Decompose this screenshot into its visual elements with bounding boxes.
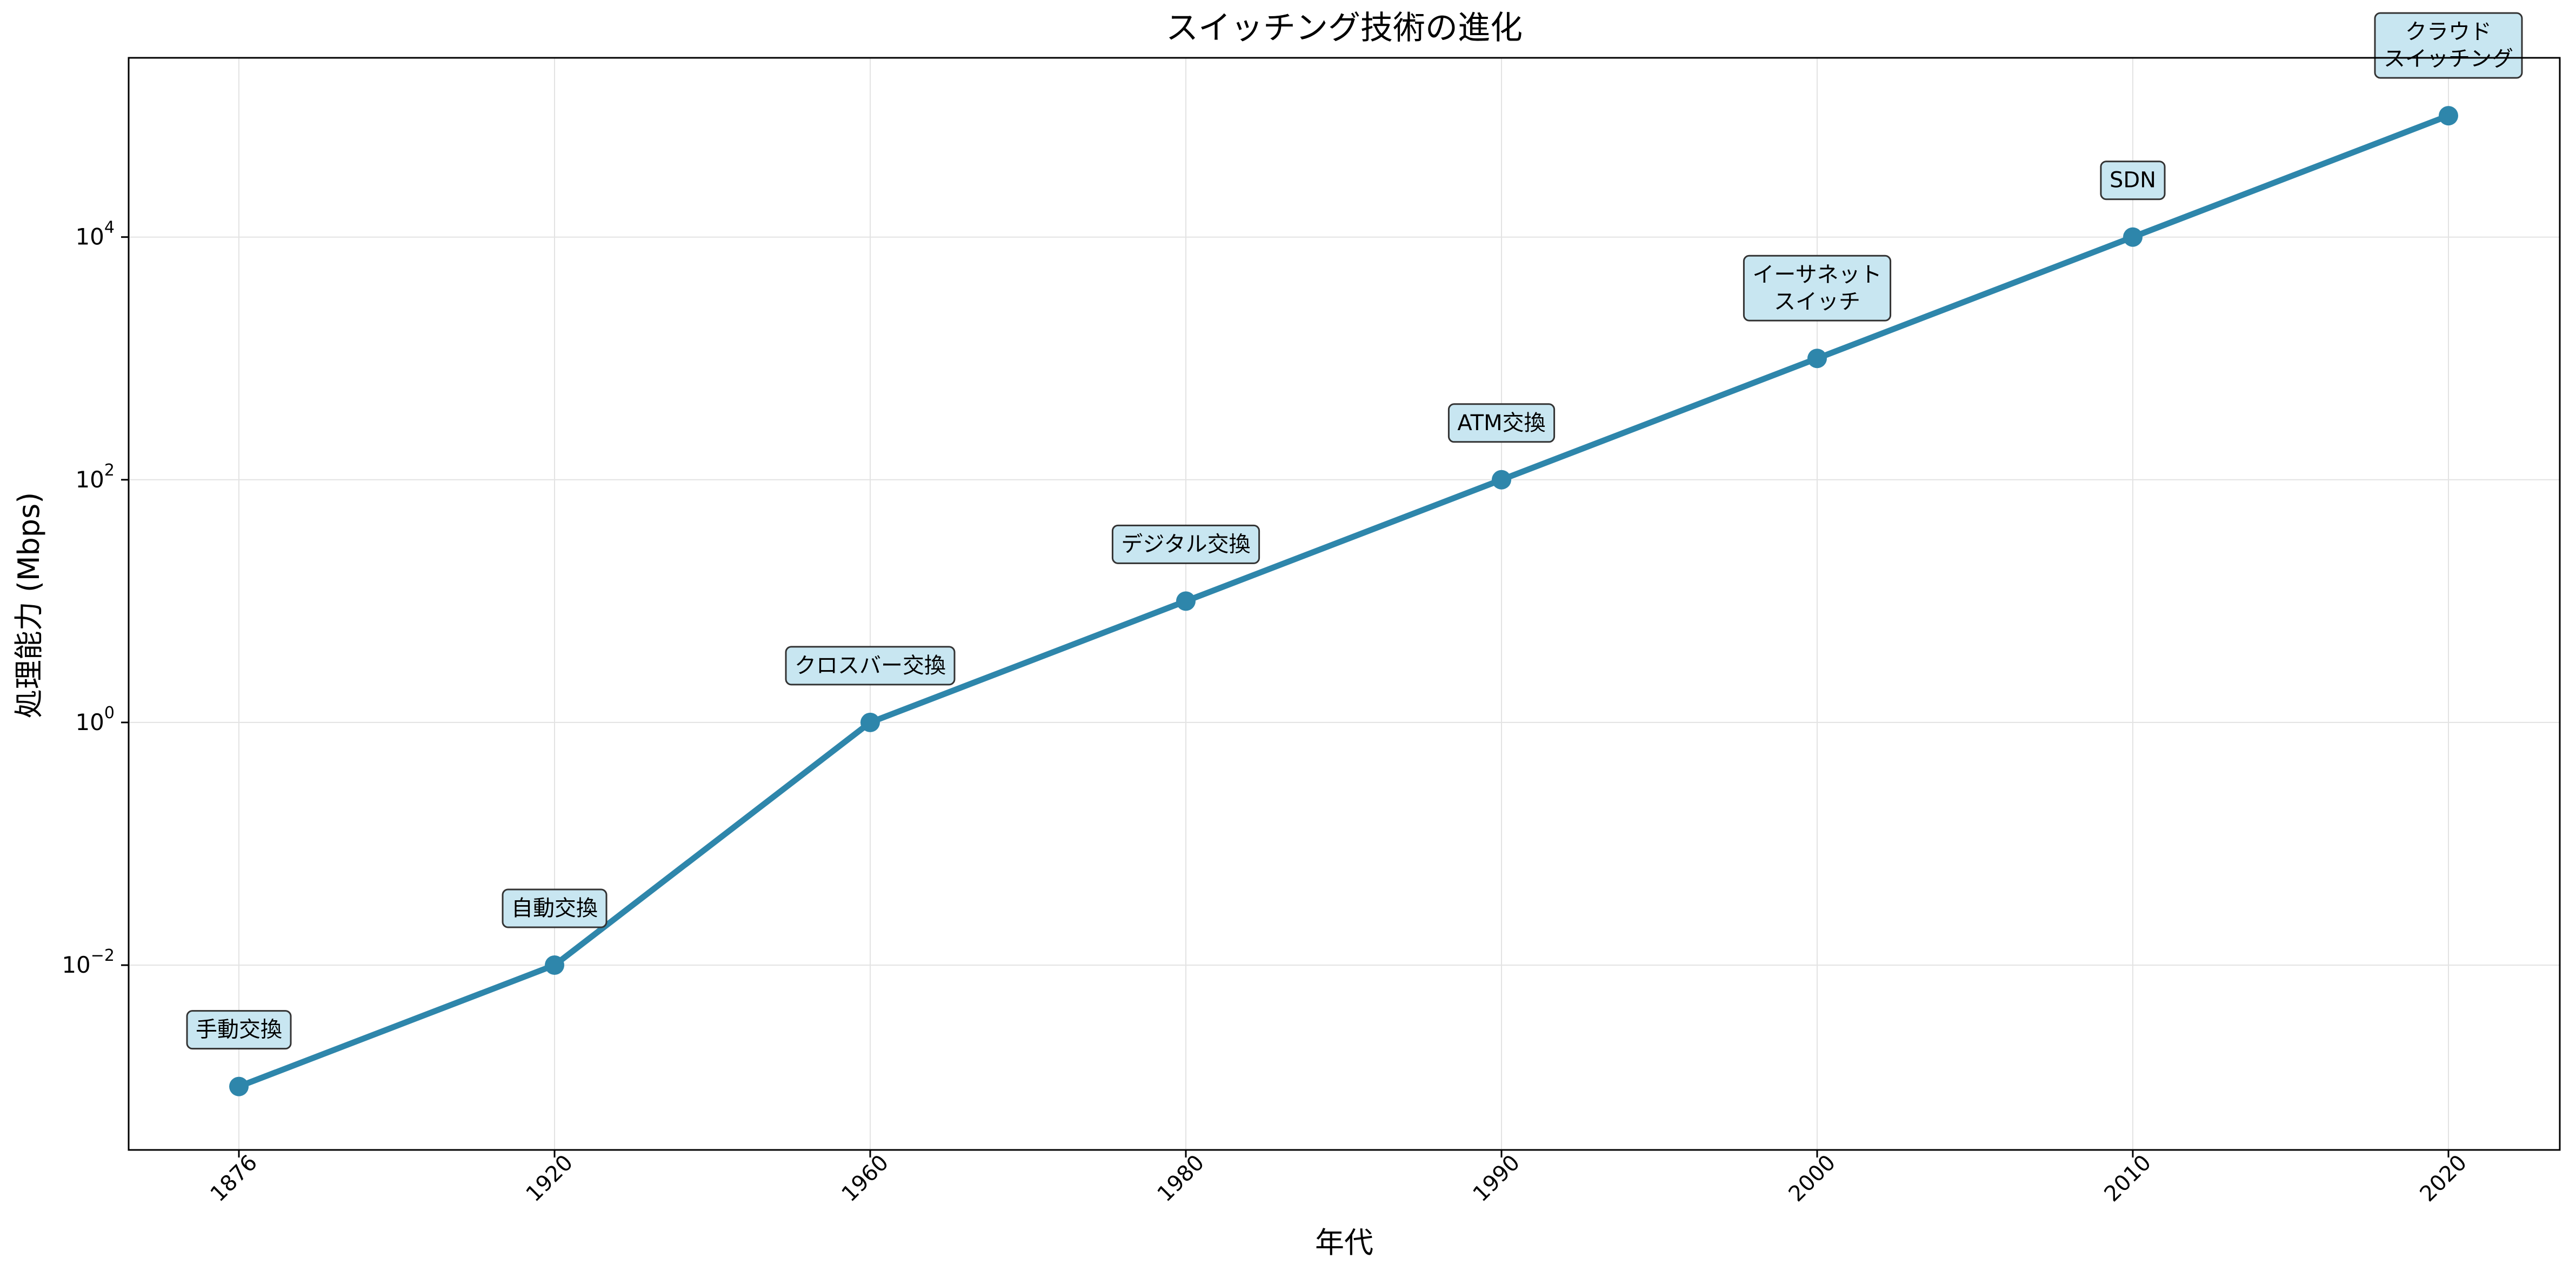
annotation-label: クロスバー交換: [795, 653, 946, 678]
annotation: 自動交換: [502, 888, 608, 928]
annotation: クラウドスイッチング: [2374, 12, 2523, 79]
annotation: ATM交換: [1447, 403, 1556, 443]
y-tick-label: 104: [75, 218, 115, 250]
data-point: [229, 1076, 249, 1096]
annotation-label: イーサネットスイッチ: [1752, 262, 1881, 314]
annotation-box: [1447, 403, 1556, 443]
annotation: クロスバー交換: [785, 646, 956, 686]
annotation: 手動交換: [186, 1010, 292, 1050]
annotation-label: クラウドスイッチング: [2384, 19, 2513, 71]
y-axis-label: 処理能力 (Mbps): [12, 492, 46, 719]
annotation: デジタル交換: [1111, 524, 1260, 564]
data-point: [1807, 349, 1827, 369]
x-axis-label: 年代: [1315, 1226, 1373, 1260]
data-point: [2123, 227, 2143, 247]
data-points: [229, 106, 2458, 1096]
y-axis-ticks: 10−2 100 102 104: [62, 218, 129, 978]
series-line: [236, 112, 2452, 1090]
grid: [129, 58, 2560, 1150]
annotation: SDN: [2100, 160, 2166, 200]
annotation: イーサネットスイッチ: [1743, 255, 1892, 322]
annotation-label: ATM交換: [1457, 411, 1545, 436]
y-tick-label: 100: [75, 704, 115, 735]
y-tick-label: 10−2: [62, 946, 115, 978]
annotation-box: [502, 888, 608, 928]
chart-title: スイッチング技術の進化: [1166, 9, 1523, 47]
annotation-box: [1743, 255, 1892, 322]
data-point: [1176, 591, 1196, 611]
data-point: [2439, 106, 2458, 126]
data-point: [1492, 470, 1511, 490]
data-point: [860, 712, 880, 732]
annotation-box: [186, 1010, 292, 1050]
annotation-box: [2374, 12, 2523, 79]
annotations: 手動交換 自動交換 クロスバー交換 デジタル交換 ATM交換 イーサネットスイッチ SDN ク…: [186, 12, 2523, 1050]
annotation-box: [1111, 524, 1260, 564]
annotation-label: 自動交換: [511, 896, 598, 921]
annotation-label: デジタル交換: [1121, 532, 1250, 557]
annotation-box: [785, 646, 956, 686]
annotation-label: 手動交換: [196, 1018, 282, 1042]
annotation-box: [2100, 160, 2166, 200]
series-line-layer: [236, 112, 2452, 1090]
plot-frame: [128, 57, 2561, 1151]
data-point: [545, 955, 564, 975]
annotation-label: SDN: [2110, 168, 2156, 193]
y-tick-label: 102: [75, 461, 115, 493]
